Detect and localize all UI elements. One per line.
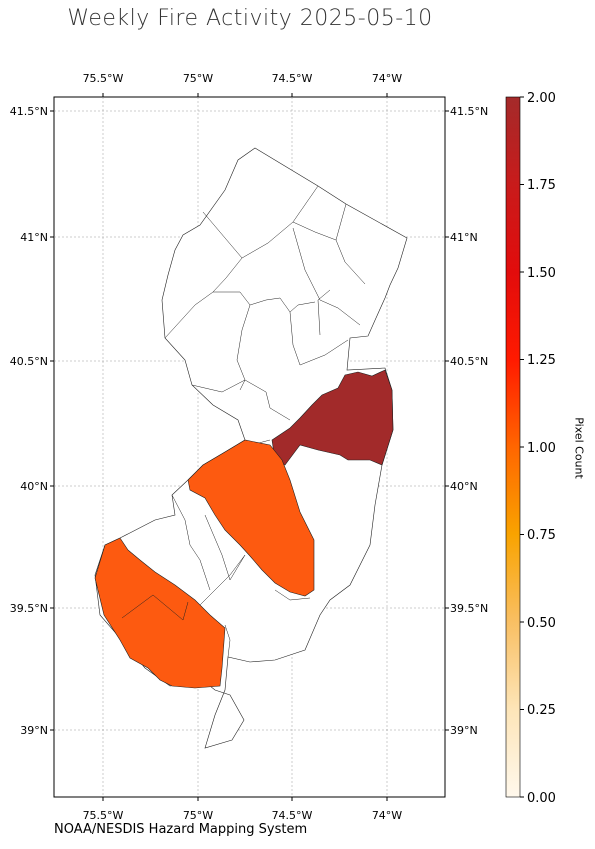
lat-tick-right-39: 39°N (450, 724, 478, 737)
colorbar-tick-3: 0.75 (527, 528, 556, 543)
source-credit: NOAA/NESDIS Hazard Mapping System (54, 822, 308, 837)
colorbar-tick-8: 2.00 (527, 91, 556, 106)
lon-tick-bottom-74.5: 74.5°W (272, 809, 313, 822)
lat-tick-left-41.5: 41.5°N (10, 105, 48, 118)
lon-tick-top-74: 74°W (372, 72, 402, 85)
colorbar-tick-0: 0.00 (527, 791, 556, 806)
lat-tick-right-41.5: 41.5°N (450, 105, 488, 118)
lat-tick-left-39: 39°N (20, 724, 48, 737)
county-fire-divider (121, 594, 189, 621)
county-fire-burlington (187, 439, 315, 597)
colorbar-tick-2: 0.50 (527, 616, 556, 631)
colorbar-tick-6: 1.50 (527, 266, 556, 281)
county-fire-south-jersey (94, 537, 226, 689)
colorbar (505, 96, 521, 798)
colorbar-ticks (520, 96, 524, 798)
county-fire-monmouth (271, 369, 394, 466)
lat-tick-right-40.5: 40.5°N (450, 355, 488, 368)
lon-tick-top-75.5: 75.5°W (83, 72, 124, 85)
lon-tick-bottom-75.5: 75.5°W (83, 809, 124, 822)
map-ticks (50, 93, 449, 801)
lon-tick-bottom-74: 74°W (372, 809, 402, 822)
lat-tick-left-39.5: 39.5°N (10, 602, 48, 615)
lat-tick-left-40.5: 40.5°N (10, 355, 48, 368)
colorbar-tick-7: 1.75 (527, 178, 556, 193)
colorbar-tick-1: 0.25 (527, 703, 556, 718)
colorbar-tick-5: 1.25 (527, 353, 556, 368)
lon-tick-bottom-75: 75°W (183, 809, 213, 822)
lon-tick-top-75: 75°W (183, 72, 213, 85)
lon-tick-top-74.5: 74.5°W (272, 72, 313, 85)
colorbar-tick-4: 1.00 (527, 441, 556, 456)
lat-tick-right-39.5: 39.5°N (450, 602, 488, 615)
lat-tick-right-41: 41°N (450, 231, 478, 244)
colorbar-label: Pixel Count (572, 417, 586, 479)
lat-tick-left-40: 40°N (20, 480, 48, 493)
map-title: Weekly Fire Activity 2025-05-10 (67, 6, 433, 31)
lat-tick-right-40: 40°N (450, 480, 478, 493)
lat-tick-left-41: 41°N (20, 231, 48, 244)
